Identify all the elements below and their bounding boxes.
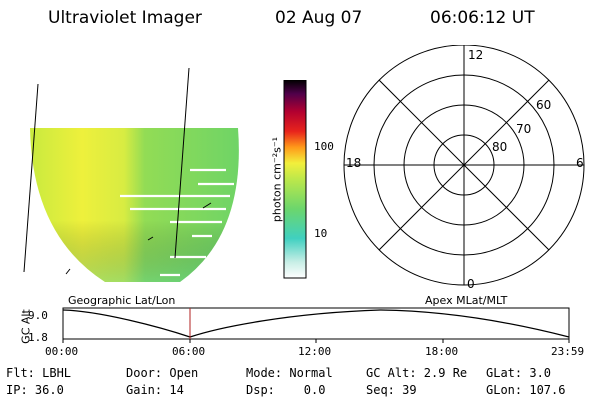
altitude-plot [62,307,570,343]
time-label: 06:06:12 UT [430,8,535,28]
status-gc-alt: GC Alt: 2.9 Re [366,366,468,380]
colorbar-tick-100: 100 [314,140,334,153]
status-gain: Gain: 14 [126,383,184,397]
mlt-label-0: 0 [467,277,475,291]
altitude-curve [62,309,570,338]
mlt-label-18: 18 [346,156,361,170]
status-door: Door: Open [126,366,199,380]
status-ip: IP: 36.0 [6,383,64,397]
altitude-xtick-1800: 18:00 [425,345,459,358]
status-glat: GLat: 3.0 [486,366,552,380]
colorbar [283,80,307,279]
date-label: 02 Aug 07 [275,8,363,28]
status-glon: GLon: 107.6 [486,383,566,397]
polar-grid: 12 18 6 0 60 70 80 [343,45,585,291]
status-seq: Seq: 39 [366,383,417,397]
mlt-label-12: 12 [468,48,483,62]
status-mode: Mode: Normal [246,366,333,380]
instrument-title: Ultraviolet Imager [48,8,202,28]
lat-lon-lines [23,67,212,275]
auroral-image [23,67,239,282]
altitude-ytick-max: 9.0 [28,309,48,322]
status-filter: Flt: LBHL [6,366,72,380]
scan-gaps [120,168,234,277]
status-dsp: Dsp: 0.0 [246,383,326,397]
altitude-xtick-1200: 12:00 [298,345,332,358]
altitude-xtick-2359: 23:59 [551,345,585,358]
projection-left-label: Geographic Lat/Lon [68,294,176,307]
projection-right-label: Apex MLat/MLT [425,294,508,307]
lat-label-80: 80 [492,140,507,154]
mlt-label-6: 6 [576,156,584,170]
lat-label-60: 60 [536,98,551,112]
altitude-ytick-min: 1.8 [28,331,48,344]
colorbar-tick-10: 10 [314,227,328,240]
altitude-xtick-0000: 00:00 [45,345,79,358]
altitude-xtick-0600: 06:00 [172,345,206,358]
colorbar-unit-label: photon cm⁻²s⁻¹ [270,136,284,223]
lat-label-70: 70 [516,122,531,136]
